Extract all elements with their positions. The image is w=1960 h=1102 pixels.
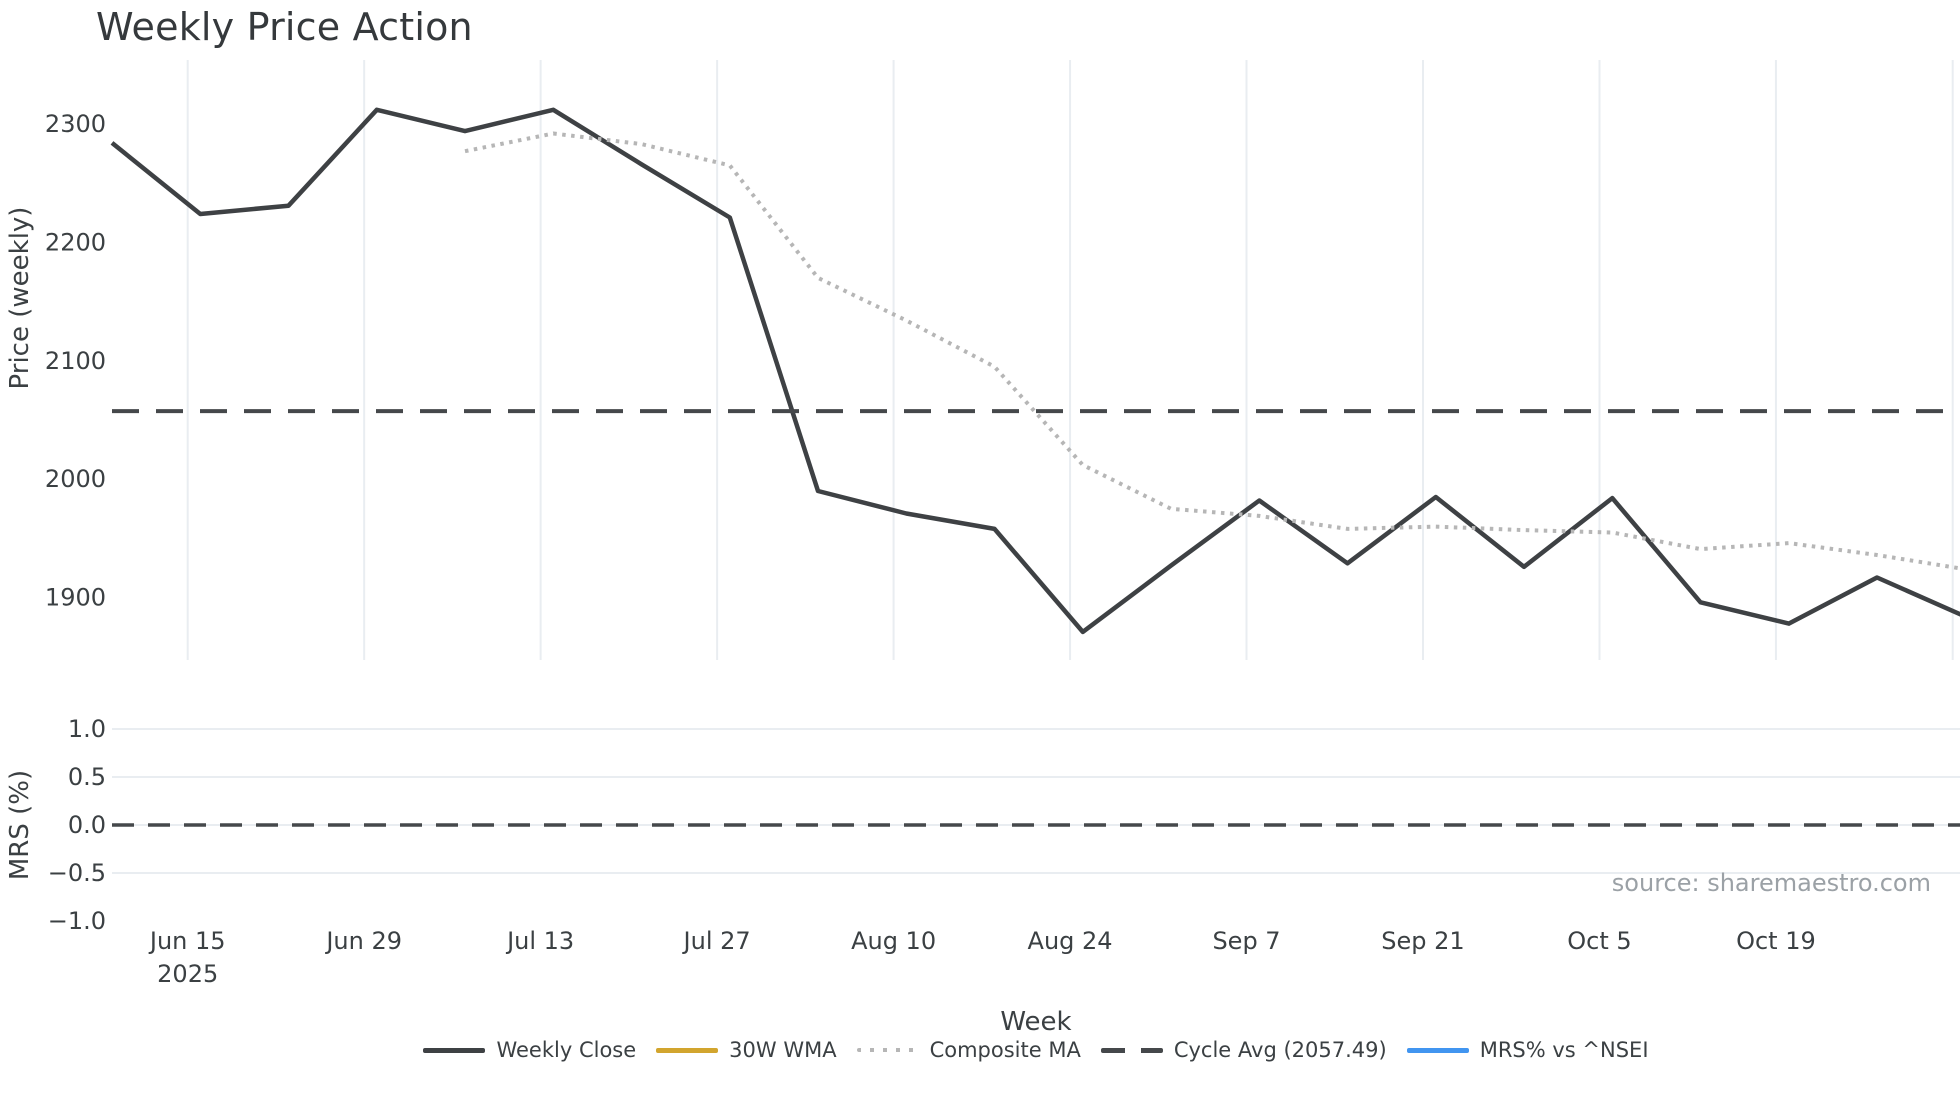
legend-label: 30W WMA [729, 1038, 837, 1062]
legend-swatch-solid [656, 1047, 719, 1053]
weekly-close-line [110, 107, 1960, 635]
price-ytick-label: 2000 [45, 465, 106, 493]
price-ytick-label: 1900 [45, 584, 106, 612]
mrs-y-axis-label: MRS (%) [5, 770, 35, 880]
source-credit: source: sharemaestro.com [1612, 869, 1931, 897]
x-axis-label: Week [1000, 1007, 1071, 1037]
legend-label: Composite MA [929, 1038, 1081, 1062]
date-tick-label: Sep 21 [1381, 927, 1464, 955]
legend-item: MRS% vs ^NSEI [1406, 1038, 1649, 1062]
date-tick-label: Aug 10 [851, 927, 936, 955]
legend-swatch-dashed [1100, 1047, 1163, 1053]
legend-swatch-dotted [856, 1048, 919, 1052]
legend-swatch-solid [1406, 1047, 1469, 1053]
date-tick-label: Jul 27 [682, 927, 751, 955]
price-y-axis-label: Price (weekly) [5, 207, 35, 390]
mrs-ytick-label: 0.0 [68, 811, 106, 839]
price-ytick-label: 2100 [45, 347, 106, 375]
date-tick-label: Oct 19 [1736, 927, 1816, 955]
chart-title: Weekly Price Action [96, 5, 473, 49]
gridlines [112, 60, 1960, 874]
legend-item: 30W WMA [656, 1038, 837, 1062]
date-tick-label: Sep 7 [1212, 927, 1280, 955]
date-tick-label: Aug 24 [1028, 927, 1113, 955]
date-tick-label: Jun 29 [324, 927, 402, 955]
legend: Weekly Close 30W WMA Composite MA Cycle Avg… [112, 1038, 1960, 1062]
date-tick-label: Jun 15 [148, 927, 226, 955]
legend-label: Weekly Close [496, 1038, 637, 1062]
legend-item: Cycle Avg (2057.49) [1100, 1038, 1387, 1062]
legend-label: Cycle Avg (2057.49) [1173, 1038, 1387, 1062]
mrs-ytick-label: 0.5 [68, 763, 106, 791]
legend-item: Composite MA [856, 1038, 1081, 1062]
legend-label: MRS% vs ^NSEI [1479, 1038, 1649, 1062]
legend-item: Weekly Close [423, 1038, 636, 1062]
mrs-ytick-label: 1.0 [68, 715, 106, 743]
mrs-ytick-label: −1.0 [48, 907, 106, 935]
date-tick-label: Oct 5 [1567, 927, 1631, 955]
tick-labels: 2300 2200 2100 2000 1900 1.0 0.5 0.0 −0.5 −1.0 Jun… [45, 110, 1816, 988]
date-tick-label: Jul 13 [505, 927, 574, 955]
price-ytick-label: 2300 [45, 110, 106, 138]
series-lines [110, 107, 1960, 827]
legend-swatch-solid [423, 1047, 486, 1053]
mrs-ytick-label: −0.5 [48, 859, 106, 887]
price-ytick-label: 2200 [45, 228, 106, 256]
date-tick-year-label: 2025 [157, 960, 218, 988]
composite-ma-line [464, 131, 1960, 571]
